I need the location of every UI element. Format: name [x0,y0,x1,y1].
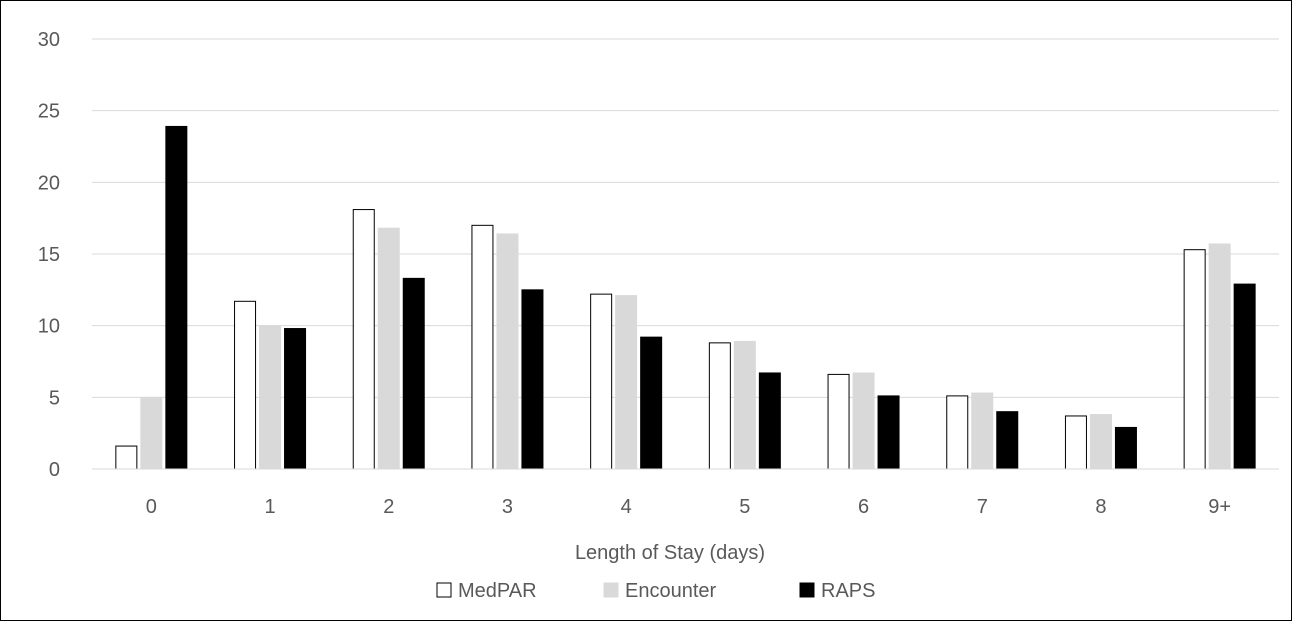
x-tick-label-3: 3 [502,496,513,518]
legend-swatch-encounter [603,582,619,598]
bar-encounter-5 [733,340,756,470]
bar-medpar-6 [827,373,850,470]
bar-medpar-0 [115,445,138,470]
bar-medpar-3 [471,224,494,470]
bar-raps-4 [640,336,663,470]
x-tick-label-6: 6 [858,496,869,518]
bar-encounter-7 [971,392,994,470]
legend-label-raps: RAPS [821,580,875,602]
bar-raps-2 [402,277,425,470]
y-tick-label-0: 0 [49,459,60,481]
bar-raps-1 [284,328,307,470]
bar-encounter-1 [259,325,282,470]
bar-medpar-8 [1064,415,1087,470]
y-tick-label-30: 30 [38,29,60,51]
bars [115,125,1256,470]
bar-encounter-9plus [1208,243,1231,470]
legend-swatch-medpar [436,582,452,598]
bar-medpar-7 [946,395,969,470]
x-tick-label-9plus: 9+ [1208,496,1231,518]
bar-raps-6 [877,395,900,470]
x-tick-label-1: 1 [264,496,275,518]
bar-raps-0 [165,125,188,470]
legend-label-encounter: Encounter [625,580,717,602]
bar-raps-3 [521,289,544,470]
x-tick-label-8: 8 [1095,496,1106,518]
y-tick-label-20: 20 [38,172,60,194]
bar-medpar-1 [234,300,257,470]
bar-encounter-6 [852,372,875,470]
y-tick-label-25: 25 [38,101,60,123]
bar-encounter-4 [615,295,638,470]
legend-swatch-raps [799,582,815,598]
y-tick-label-15: 15 [38,244,60,266]
x-axis-title: Length of Stay (days) [575,542,765,564]
bar-encounter-8 [1089,414,1112,470]
bar-encounter-0 [140,396,163,470]
bar-medpar-4 [590,293,613,470]
legend-label-medpar: MedPAR [458,580,537,602]
y-axis-tick-labels: 0 5 10 15 20 25 30 [38,29,60,481]
bar-encounter-2 [377,227,400,470]
x-tick-label-0: 0 [146,496,157,518]
bar-raps-5 [758,372,781,470]
bar-raps-8 [1114,426,1137,470]
y-tick-label-10: 10 [38,316,60,338]
bar-medpar-5 [708,342,731,470]
x-axis-tick-labels: 0 1 2 3 4 5 6 7 8 9+ [146,496,1231,518]
bar-encounter-3 [496,233,519,470]
x-tick-label-4: 4 [621,496,632,518]
bar-raps-7 [996,411,1019,470]
bar-raps-9plus [1233,283,1256,470]
x-tick-label-7: 7 [977,496,988,518]
x-tick-label-2: 2 [383,496,394,518]
x-tick-label-5: 5 [739,496,750,518]
bar-medpar-9plus [1183,249,1206,470]
legend: MedPAR Encounter RAPS [436,580,875,602]
bar-medpar-2 [352,209,375,470]
y-tick-label-5: 5 [49,387,60,409]
